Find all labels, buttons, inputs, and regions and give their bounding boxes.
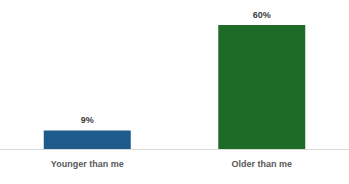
svg-text:Older than me: Older than me xyxy=(231,159,292,169)
svg-text:9%: 9% xyxy=(81,115,94,125)
svg-text:60%: 60% xyxy=(253,10,271,20)
svg-text:Younger than me: Younger than me xyxy=(51,159,124,169)
